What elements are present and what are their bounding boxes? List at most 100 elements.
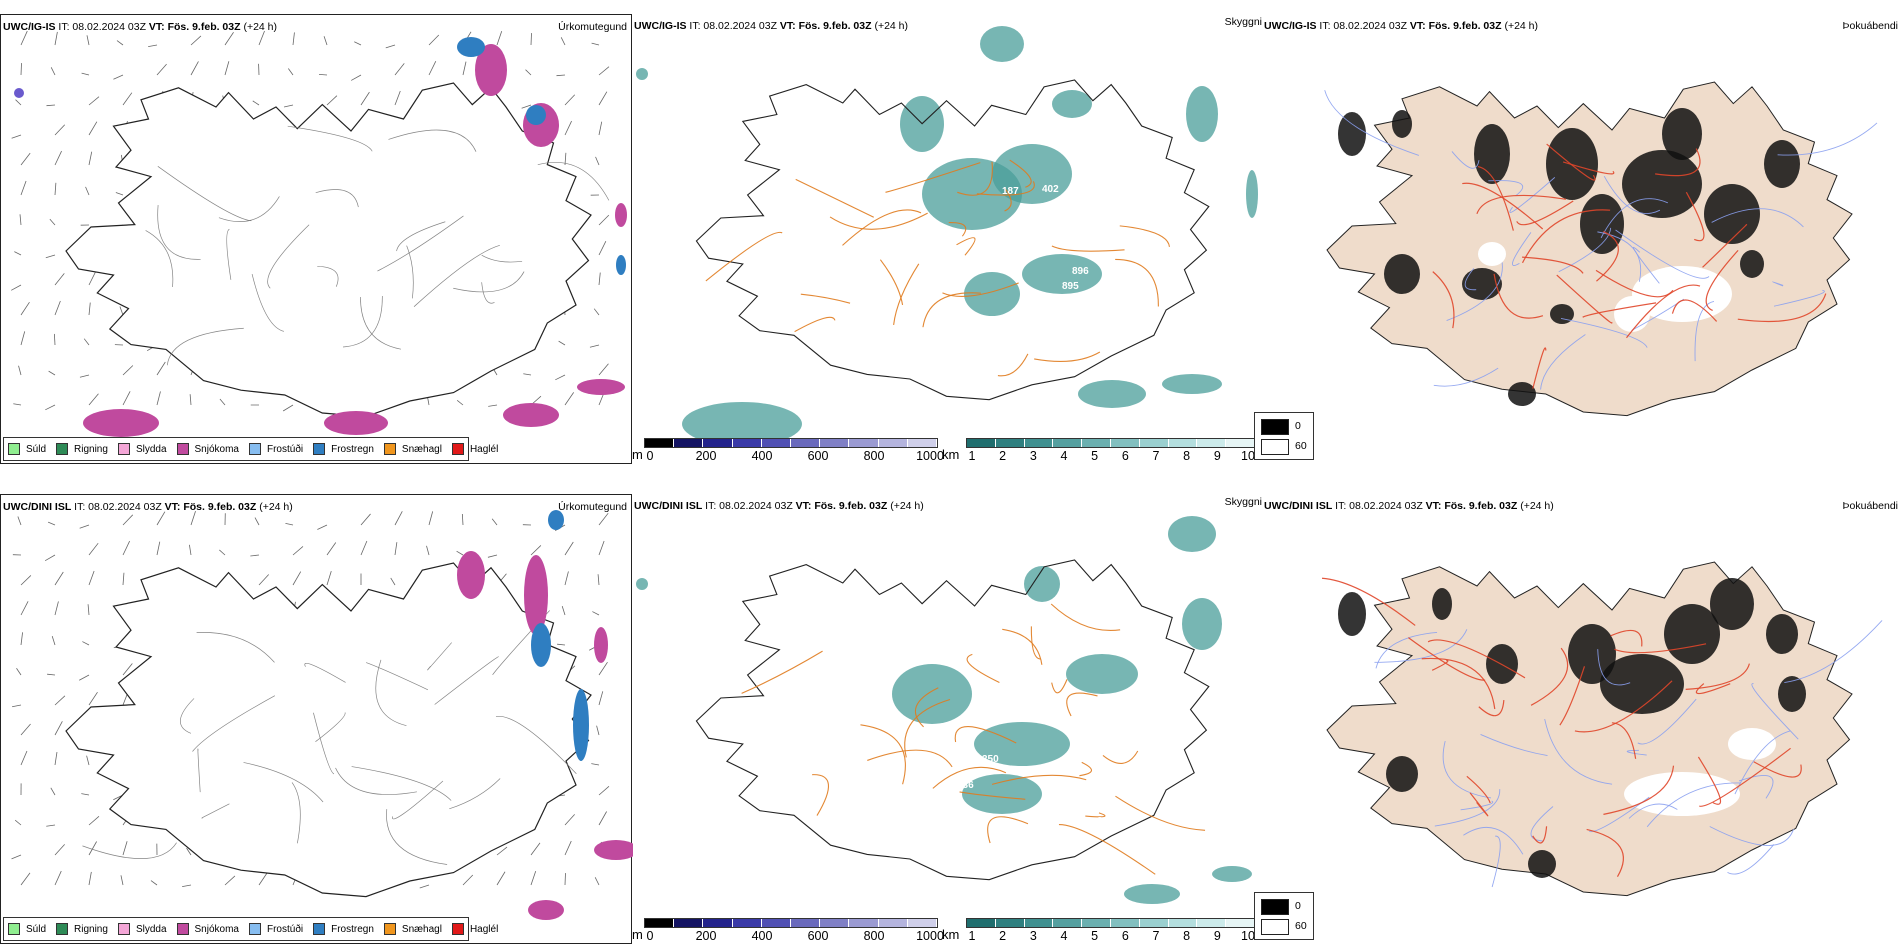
colorbar-tick-label: 6 (1121, 449, 1129, 463)
panel-ptype-dini: UWC/DINI ISL IT: 08.02.2024 03Z VT: Fös.… (0, 494, 633, 944)
colorbar-segment (1139, 439, 1169, 447)
ceiling-value-label: 540 (1070, 208, 1087, 219)
wind-barb (83, 338, 90, 346)
glacier-area (1478, 242, 1506, 266)
wind-barb (190, 35, 202, 46)
wind-barb (122, 540, 130, 556)
fog-label-white: 60 (1295, 920, 1307, 932)
colorbar-segment (1024, 439, 1054, 447)
legend-label: Slydda (135, 443, 167, 455)
wind-barb (530, 33, 532, 46)
road-line (1556, 274, 1613, 324)
freezing-rain-area (531, 623, 551, 667)
wind-barb (45, 254, 56, 259)
wind-barb (326, 571, 332, 586)
colorbar-tick-label: 2 (999, 929, 1007, 943)
wind-barb (88, 570, 95, 586)
road-line (1433, 367, 1499, 387)
wind-barb (88, 393, 99, 406)
colorbar-unit: m (632, 927, 643, 942)
colorbar-tick-label: 9 (1213, 929, 1221, 943)
panel-fog-igis: UWC/IG-IS IT: 08.02.2024 03Z VT: Fös. 9.… (1262, 14, 1900, 464)
wind-barb (17, 516, 22, 526)
wind-barb (113, 74, 124, 80)
panel-header: UWC/IG-IS IT: 08.02.2024 03Z VT: Fös. 9.… (1264, 20, 1539, 32)
wind-barb (258, 574, 269, 586)
ceiling-value-label: 895 (1062, 281, 1079, 292)
wind-barb (219, 398, 226, 406)
road-line (705, 231, 783, 282)
fog-map (1321, 561, 1883, 897)
road-line (976, 181, 1035, 196)
colorbar-segment (1197, 439, 1227, 447)
legend-swatch (56, 923, 69, 935)
fog-legend: 0 60 (1254, 892, 1314, 940)
wind-barb (122, 514, 134, 526)
wind-barb (456, 399, 464, 406)
wind-barb (18, 365, 22, 376)
wind-barb (122, 365, 134, 376)
snow-area (457, 551, 485, 599)
wind-barb (20, 152, 31, 166)
snow-area (528, 900, 564, 920)
colorbar-tick-label: 3 (1029, 449, 1037, 463)
wind-barb (564, 840, 572, 856)
road-line (406, 245, 414, 299)
colorbar-segment (645, 439, 675, 447)
road-line (1375, 631, 1438, 669)
colorbar-tick-label: 7 (1152, 449, 1160, 463)
wind-barb (79, 674, 90, 681)
wind-barb (598, 272, 601, 286)
road-line (360, 296, 402, 350)
road-line (1050, 603, 1121, 632)
legend-label: Haglél (469, 443, 499, 455)
wind-barb (88, 871, 92, 886)
wind-barb (20, 601, 29, 616)
legend-swatch (8, 923, 20, 935)
road-line (1582, 302, 1657, 318)
ceiling-value-label: 395 (1097, 816, 1114, 827)
wind-barb (47, 521, 56, 526)
wind-barb (564, 120, 572, 136)
wind-barb (44, 554, 56, 562)
colorbar-tick-label: 10 (1241, 449, 1255, 463)
wind-barb (491, 518, 498, 526)
fog-label-white: 60 (1295, 440, 1307, 452)
wind-barb (88, 151, 93, 166)
visibility-area (1168, 516, 1216, 552)
wind-barb (596, 725, 600, 736)
road-line (1466, 775, 1491, 804)
wind-barb (394, 63, 405, 76)
visibility-area (1246, 170, 1258, 218)
wind-barb (598, 811, 607, 826)
iceland-landmass (1326, 561, 1853, 897)
road-line (251, 273, 284, 332)
wind-barb (122, 841, 128, 856)
wind-barb (285, 522, 294, 526)
wind-barb (20, 301, 30, 316)
wind-barb (156, 511, 166, 526)
fog-index-area (1766, 614, 1798, 654)
legend-label: Frostúði (266, 923, 304, 935)
road-line (956, 237, 976, 256)
legend-label: Rigning (74, 443, 108, 455)
road-line (192, 695, 276, 752)
road-line (313, 712, 335, 775)
legend-label: Frostúði (266, 443, 304, 455)
road-line (885, 162, 981, 193)
road-line (966, 653, 1000, 684)
visibility-area (1182, 598, 1222, 650)
wind-barb (116, 40, 124, 46)
wind-barb (564, 94, 576, 106)
road-line (377, 215, 464, 272)
wind-barb (20, 723, 31, 736)
wind-barb (11, 854, 22, 860)
colorbar-segment (967, 439, 996, 447)
wind-barb (283, 104, 294, 108)
road-line (1699, 747, 1791, 807)
glacier-area (1614, 296, 1650, 332)
road-line (1637, 698, 1697, 745)
road-line (1469, 792, 1489, 817)
wind-barb (323, 36, 328, 46)
snow-area (324, 411, 388, 435)
